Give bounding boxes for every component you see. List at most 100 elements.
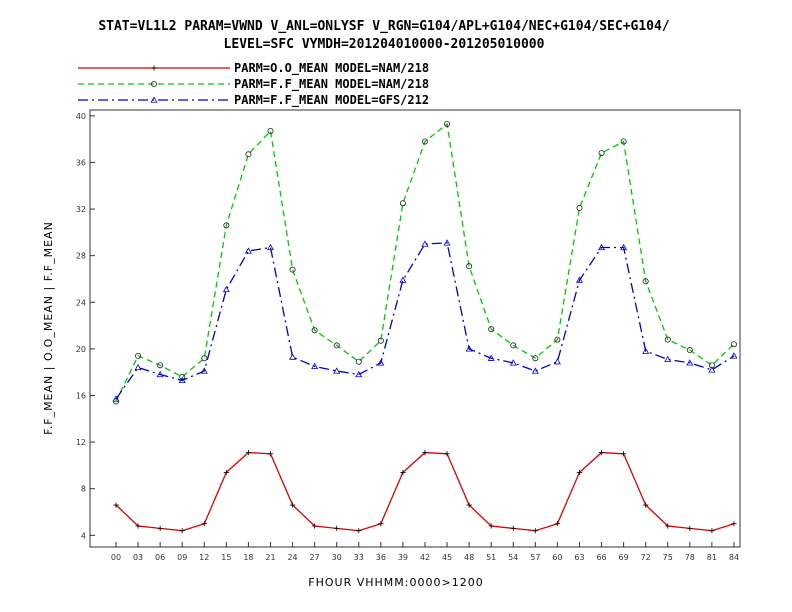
data-point — [598, 150, 605, 157]
data-point — [709, 528, 715, 534]
data-point — [267, 451, 274, 457]
x-tick-label: 51 — [486, 553, 496, 562]
data-point — [333, 367, 341, 374]
data-point — [399, 200, 406, 207]
y-axis: 4 8 12 16 20 24 28 32 36 40 — [76, 112, 95, 540]
data-point — [686, 347, 693, 354]
data-point — [113, 502, 119, 508]
x-tick-label: 39 — [398, 553, 408, 562]
series-line — [115, 242, 735, 400]
legend: PARM=O.O_MEAN MODEL=NAM/218PARM=F.F_MEAN… — [78, 61, 429, 108]
x-tick-label: 84 — [729, 553, 739, 562]
data-point — [178, 376, 186, 383]
x-tick-label: 66 — [596, 553, 606, 562]
legend-marker — [150, 96, 158, 103]
data-point — [598, 450, 605, 456]
series-3 — [112, 239, 738, 402]
chart-title-line-1: STAT=VL1L2 PARAM=VWND V_ANL=ONLYSF V_RGN… — [98, 19, 670, 34]
x-tick-label: 63 — [574, 553, 584, 562]
data-point — [532, 355, 539, 362]
y-tick-label: 36 — [76, 158, 86, 167]
x-tick-label: 30 — [332, 553, 342, 562]
legend-label: PARM=O.O_MEAN MODEL=NAM/218 — [234, 61, 429, 76]
plot-area — [89, 109, 741, 548]
data-point — [112, 395, 120, 402]
data-point — [664, 336, 671, 343]
series-2 — [113, 120, 737, 405]
x-tick-label: 12 — [199, 553, 209, 562]
data-point — [135, 523, 141, 529]
x-axis: 00 03 06 09 12 15 18 21 24 27 30 33 36 39 42 45 48 51 54 57… — [111, 542, 739, 562]
series-line — [115, 122, 735, 402]
legend-item: PARM=O.O_MEAN MODEL=NAM/218 — [78, 61, 429, 76]
data-point — [157, 362, 164, 369]
x-tick-label: 72 — [641, 553, 651, 562]
x-tick-label: 24 — [287, 553, 297, 562]
data-point — [378, 521, 384, 527]
x-tick-label: 21 — [265, 553, 275, 562]
data-point — [730, 341, 737, 348]
y-tick-label: 12 — [76, 438, 86, 447]
data-point — [509, 359, 517, 366]
data-point — [687, 525, 693, 531]
y-tick-label: 28 — [76, 252, 86, 261]
data-point — [443, 239, 451, 246]
x-tick-label: 69 — [619, 553, 629, 562]
data-point — [200, 367, 208, 374]
data-point — [554, 521, 560, 527]
data-point — [665, 523, 671, 529]
data-point — [686, 359, 694, 366]
legend-marker — [151, 65, 157, 71]
legend-label: PARM=F.F_MEAN MODEL=NAM/218 — [234, 77, 429, 92]
data-point — [466, 263, 473, 270]
data-point — [289, 266, 296, 273]
data-point — [642, 347, 650, 354]
data-point — [643, 502, 649, 508]
series-line — [115, 451, 735, 532]
x-tick-label: 81 — [707, 553, 717, 562]
x-tick-label: 09 — [177, 553, 187, 562]
data-point — [487, 354, 495, 361]
data-point — [510, 525, 516, 531]
data-point — [312, 523, 318, 529]
data-point — [553, 358, 561, 365]
series-1 — [113, 450, 737, 534]
x-tick-label: 36 — [376, 553, 386, 562]
data-point — [576, 204, 583, 211]
x-tick-label: 57 — [530, 553, 540, 562]
data-point — [267, 243, 274, 251]
data-point — [334, 525, 340, 531]
data-point — [642, 278, 649, 285]
chart-title-line-2: LEVEL=SFC VYMDH=201204010000-20120501000… — [224, 37, 545, 52]
data-point — [201, 521, 207, 527]
data-point — [598, 243, 606, 251]
x-tick-label: 42 — [420, 553, 430, 562]
data-point — [621, 451, 627, 457]
x-tick-label: 18 — [243, 553, 253, 562]
data-point — [575, 276, 583, 283]
y-axis-label: F.F_MEAN | O.O_MEAN | F.F_MEAN — [42, 221, 55, 435]
data-point — [421, 240, 429, 247]
data-point — [510, 342, 517, 349]
x-tick-label: 60 — [552, 553, 562, 562]
data-point — [576, 469, 583, 476]
data-point — [444, 120, 451, 127]
x-tick-label: 03 — [133, 553, 143, 562]
series-layer — [112, 120, 738, 534]
data-point — [377, 359, 385, 366]
data-point — [620, 138, 627, 145]
data-point — [532, 528, 538, 534]
y-tick-label: 40 — [76, 112, 86, 121]
x-tick-label: 27 — [310, 553, 320, 562]
y-tick-label: 24 — [76, 298, 86, 307]
data-point — [311, 327, 318, 334]
data-point — [223, 469, 229, 476]
data-point — [156, 370, 164, 378]
data-point — [421, 138, 428, 145]
data-point — [289, 502, 296, 508]
data-point — [355, 370, 363, 378]
x-axis-label: FHOUR VHHMM:0000>1200 — [308, 576, 483, 589]
x-tick-label: 75 — [663, 553, 673, 562]
y-tick-label: 20 — [76, 345, 86, 354]
